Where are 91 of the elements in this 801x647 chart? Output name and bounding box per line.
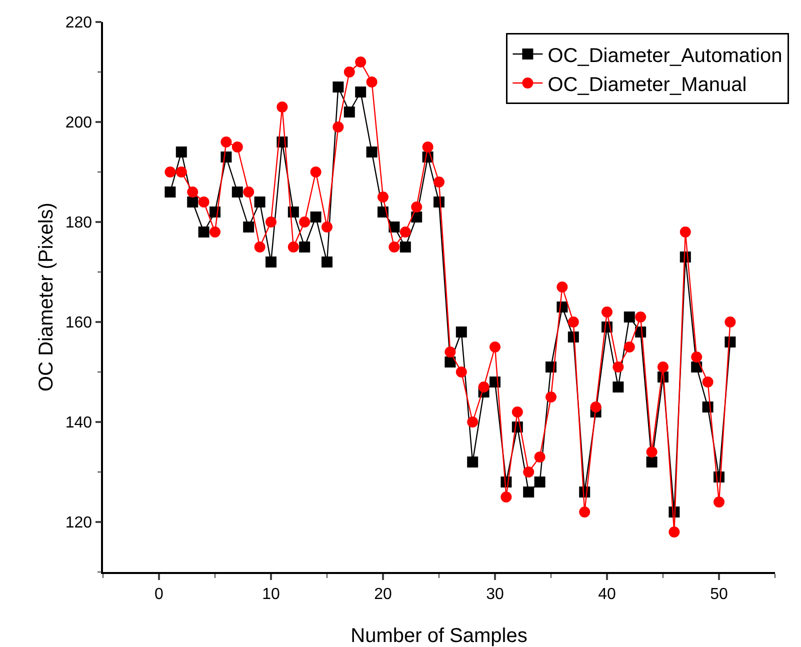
point [164, 186, 176, 198]
point [612, 382, 624, 392]
point [523, 486, 534, 498]
point [680, 226, 691, 238]
point [378, 192, 388, 202]
point [579, 506, 590, 518]
point [220, 136, 232, 148]
x-tick-label: 10 [262, 586, 280, 603]
point [467, 456, 478, 468]
y-tick-label: 140 [65, 414, 92, 432]
point [243, 186, 254, 198]
point [366, 76, 378, 88]
point [232, 186, 243, 198]
point [646, 446, 658, 458]
point [590, 402, 602, 412]
y-tick-label: 120 [65, 514, 92, 532]
point [232, 142, 243, 152]
point [411, 202, 422, 212]
point [534, 452, 546, 462]
point [210, 226, 220, 238]
point [546, 392, 556, 402]
point [444, 346, 456, 358]
y-tick-label: 160 [65, 314, 92, 332]
point [344, 66, 355, 78]
point [388, 242, 400, 252]
x-axis-title: Number of Samples [350, 625, 528, 647]
y-axis-title: OC Diameter (Pixels) [36, 202, 58, 392]
x-tick-label: 0 [154, 586, 164, 603]
x-tick-label: 40 [598, 586, 616, 603]
y-tick-label: 200 [65, 114, 92, 132]
point [534, 476, 546, 488]
point [724, 316, 736, 328]
point [456, 326, 467, 338]
point [434, 176, 444, 188]
legend-label: OC_Diameter_Manual [548, 74, 747, 96]
y-tick-label: 180 [65, 214, 92, 232]
point [310, 166, 322, 178]
point [646, 456, 658, 468]
point [691, 352, 702, 362]
point [490, 342, 500, 352]
x-tick-label: 50 [710, 586, 728, 603]
point [355, 56, 366, 68]
point [299, 216, 310, 228]
point [176, 146, 187, 158]
y-tick-label: 220 [65, 14, 92, 32]
point [658, 362, 668, 372]
point [187, 186, 198, 198]
point [500, 492, 512, 502]
point [198, 226, 210, 238]
point [668, 526, 680, 538]
point [299, 242, 310, 252]
point [322, 222, 332, 232]
point [512, 406, 523, 418]
point [456, 366, 467, 378]
point [176, 166, 187, 178]
point [164, 166, 176, 178]
point [422, 142, 434, 152]
point [568, 316, 579, 328]
point [624, 342, 635, 352]
point [355, 86, 366, 98]
point [332, 82, 344, 92]
point [612, 362, 624, 372]
point [276, 102, 288, 112]
point [266, 256, 276, 268]
point [556, 282, 568, 292]
x-tick-label: 20 [374, 586, 392, 603]
point [523, 466, 534, 478]
legend-label: OC_Diameter_Automation [548, 44, 782, 67]
point [400, 242, 411, 252]
point [322, 256, 332, 268]
point [635, 312, 646, 322]
point [467, 416, 478, 428]
point [288, 242, 299, 252]
point [243, 222, 254, 232]
point [366, 146, 378, 158]
point [702, 376, 714, 388]
point [344, 106, 355, 118]
point [254, 242, 266, 252]
point [332, 122, 344, 132]
point [602, 306, 612, 318]
point [310, 212, 322, 222]
x-tick-label: 30 [486, 586, 504, 603]
point [187, 196, 198, 208]
point [266, 216, 276, 228]
point [198, 196, 210, 208]
point [624, 312, 635, 322]
point [714, 496, 724, 508]
point [400, 226, 411, 238]
point [478, 382, 490, 392]
point [444, 356, 456, 368]
point [254, 196, 266, 208]
